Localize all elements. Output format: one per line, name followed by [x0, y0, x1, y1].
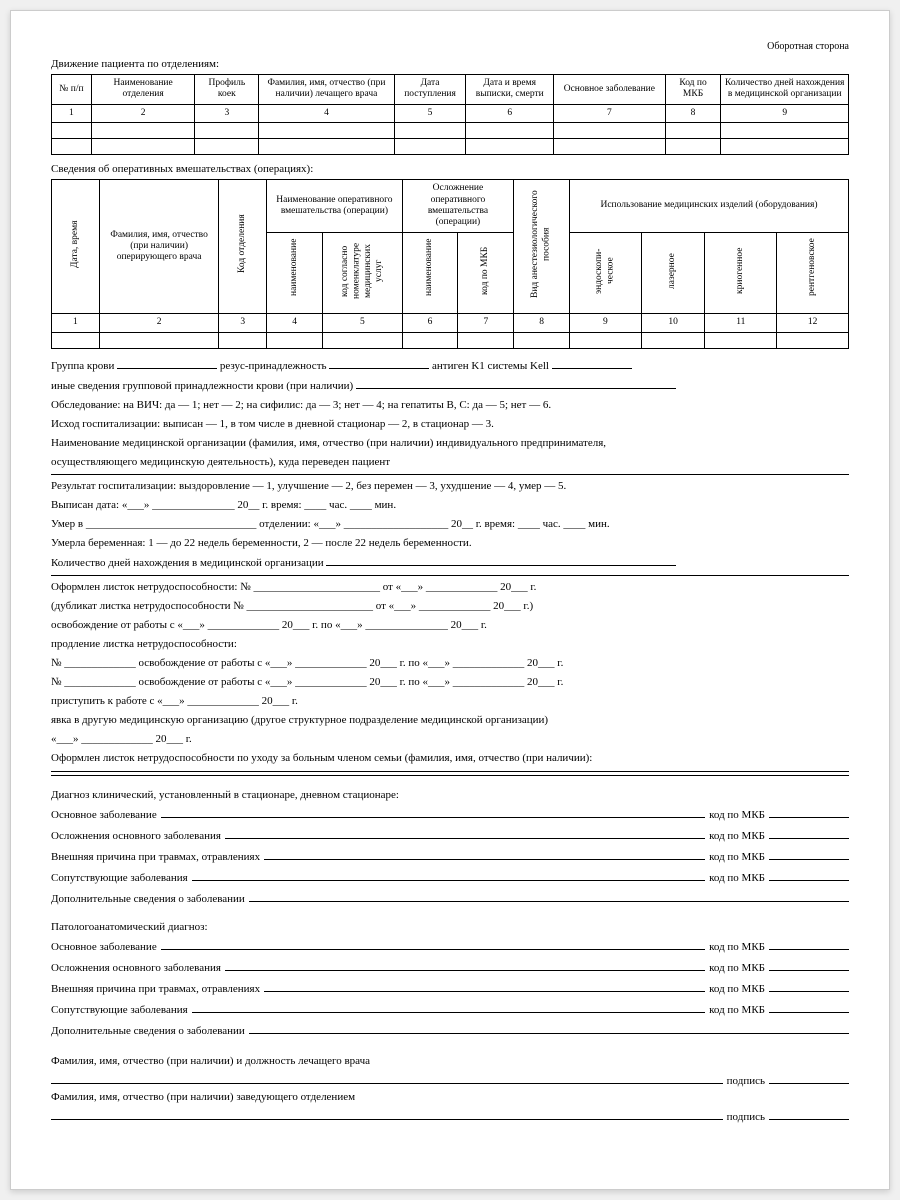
col-number: 10 — [641, 314, 705, 332]
divider — [51, 474, 849, 475]
dx-row: Осложнения основного заболеваниякод по М… — [51, 959, 849, 974]
col-number: 1 — [52, 314, 100, 332]
col-number: 5 — [322, 314, 402, 332]
referral-date-line: «___» _____________ 20___ г. — [51, 731, 849, 748]
col-number: 5 — [394, 104, 466, 122]
org-line-a: Наименование медицинской организации (фа… — [51, 435, 849, 452]
sig-head-line: подпись — [51, 1108, 849, 1123]
extension-line: № _____________ освобождение от работы с… — [51, 674, 849, 691]
dx2-title: Патологоанатомический диагноз: — [51, 919, 849, 936]
death-line: Умер в _______________________________ о… — [51, 516, 849, 533]
family-care-line: Оформлен листок нетрудоспособности по ух… — [51, 750, 849, 767]
col-header: код по МКБ — [458, 232, 514, 313]
return-work-line: приступить к работе с «___» ____________… — [51, 693, 849, 710]
section1-title: Движение пациента по отделениям: — [51, 58, 849, 70]
col-number: 7 — [458, 314, 514, 332]
extension-title: продление листка нетрудоспособности: — [51, 636, 849, 653]
col-header: Количество дней нахождения в медицинской… — [721, 75, 849, 105]
col-number: 6 — [466, 104, 554, 122]
col-header: криогенное — [705, 232, 777, 313]
dx1-title: Диагноз клинический, установленный в ста… — [51, 787, 849, 804]
dx-row: Осложнения основного заболеваниякод по М… — [51, 827, 849, 842]
table-row — [52, 123, 849, 139]
table-row — [52, 139, 849, 155]
dx-row: Внешняя причина при травмах, отравлениях… — [51, 848, 849, 863]
col-header-group: Использование медицинских изделий (обору… — [570, 180, 849, 233]
dx-row: Дополнительные сведения о заболевании — [51, 1022, 849, 1037]
outcome-line: Исход госпитализации: выписан — 1, в том… — [51, 416, 849, 433]
sig-head-label: Фамилия, имя, отчество (при наличии) зав… — [51, 1089, 849, 1106]
col-number: 4 — [267, 314, 323, 332]
col-number: 12 — [777, 314, 849, 332]
blood-other-line: иные сведения групповой принадлежности к… — [51, 377, 849, 395]
result-line: Результат госпитализации: выздоровление … — [51, 478, 849, 495]
col-number: 8 — [665, 104, 721, 122]
document-page: Оборотная сторона Движение пациента по о… — [10, 10, 890, 1190]
col-header: Наименование отделения — [91, 75, 195, 105]
divider — [51, 575, 849, 576]
col-header: Профиль коек — [195, 75, 259, 105]
col-header: Код по МКБ — [665, 75, 721, 105]
table-number-row: 1 2 3 4 5 6 7 8 9 — [52, 104, 849, 122]
work-release-line: освобождение от работы с «___» _________… — [51, 617, 849, 634]
col-header-group: Осложнение оперативного вмешательства (о… — [402, 180, 514, 233]
table-row — [52, 332, 849, 348]
col-header: № п/п — [52, 75, 92, 105]
col-header: Вид анестезиологического пособия — [514, 180, 570, 314]
col-header: код согласно номенклатуре медицинских ус… — [322, 232, 402, 313]
dx-row: Основное заболеваниекод по МКБ — [51, 938, 849, 953]
col-header: Фамилия, имя, отчество (при наличии) леч… — [259, 75, 394, 105]
col-number: 3 — [219, 314, 267, 332]
col-number: 9 — [721, 104, 849, 122]
col-number: 2 — [99, 314, 219, 332]
section2-title: Сведения об оперативных вмешательствах (… — [51, 163, 849, 175]
pregnant-death-line: Умерла беременная: 1 — до 22 недель бере… — [51, 535, 849, 552]
col-header: Основное заболевание — [554, 75, 666, 105]
col-header: Дата поступления — [394, 75, 466, 105]
table-number-row: 1 2 3 4 5 6 7 8 9 10 11 12 — [52, 314, 849, 332]
col-header: Дата и время выписки, смерти — [466, 75, 554, 105]
col-header: наименование — [402, 232, 458, 313]
hiv-line: Обследование: на ВИЧ: да — 1; нет — 2; н… — [51, 397, 849, 414]
col-header: Фамилия, имя, отчество (при наличии) опе… — [99, 180, 219, 314]
dx-row: Сопутствующие заболеваниякод по МКБ — [51, 1001, 849, 1016]
col-number: 2 — [91, 104, 195, 122]
departments-table: № п/п Наименование отделения Профиль кое… — [51, 74, 849, 155]
divider — [51, 771, 849, 772]
sig-doctor-label: Фамилия, имя, отчество (при наличии) и д… — [51, 1053, 849, 1070]
sickleave-line: Оформлен листок нетрудоспособности: № __… — [51, 579, 849, 596]
col-header: лазерное — [641, 232, 705, 313]
dx-row: Дополнительные сведения о заболевании — [51, 890, 849, 905]
col-header: Дата, время — [52, 180, 100, 314]
col-number: 8 — [514, 314, 570, 332]
col-number: 6 — [402, 314, 458, 332]
col-number: 4 — [259, 104, 394, 122]
col-number: 7 — [554, 104, 666, 122]
extension-line: № _____________ освобождение от работы с… — [51, 655, 849, 672]
col-header: рентгеновское — [777, 232, 849, 313]
col-number: 9 — [570, 314, 642, 332]
reverse-side-note: Оборотная сторона — [51, 41, 849, 52]
col-number: 11 — [705, 314, 777, 332]
sig-doctor-line: подпись — [51, 1072, 849, 1087]
operations-table: Дата, время Фамилия, имя, отчество (при … — [51, 179, 849, 348]
col-number: 3 — [195, 104, 259, 122]
col-header: наименование — [267, 232, 323, 313]
blood-group-line: Группа крови резус-принадлежность антиге… — [51, 357, 849, 375]
col-header: Код отделения — [219, 180, 267, 314]
org-line-b: осуществляющего медицинскую деятельность… — [51, 454, 849, 471]
dx-row: Внешняя причина при травмах, отравлениях… — [51, 980, 849, 995]
col-number: 1 — [52, 104, 92, 122]
col-header-group: Наименование оперативного вмешательства … — [267, 180, 402, 233]
discharge-date-line: Выписан дата: «___» _______________ 20__… — [51, 497, 849, 514]
table-header-row: Дата, время Фамилия, имя, отчество (при … — [52, 180, 849, 233]
table-header-row: № п/п Наименование отделения Профиль кое… — [52, 75, 849, 105]
col-header: эндоскопи-ческое — [570, 232, 642, 313]
referral-line: явка в другую медицинскую организацию (д… — [51, 712, 849, 729]
dx-row: Основное заболеваниекод по МКБ — [51, 806, 849, 821]
days-line: Количество дней нахождения в медицинской… — [51, 554, 849, 572]
sickleave-dup-line: (дубликат листка нетрудоспособности № __… — [51, 598, 849, 615]
divider — [51, 775, 849, 776]
dx-row: Сопутствующие заболеваниякод по МКБ — [51, 869, 849, 884]
